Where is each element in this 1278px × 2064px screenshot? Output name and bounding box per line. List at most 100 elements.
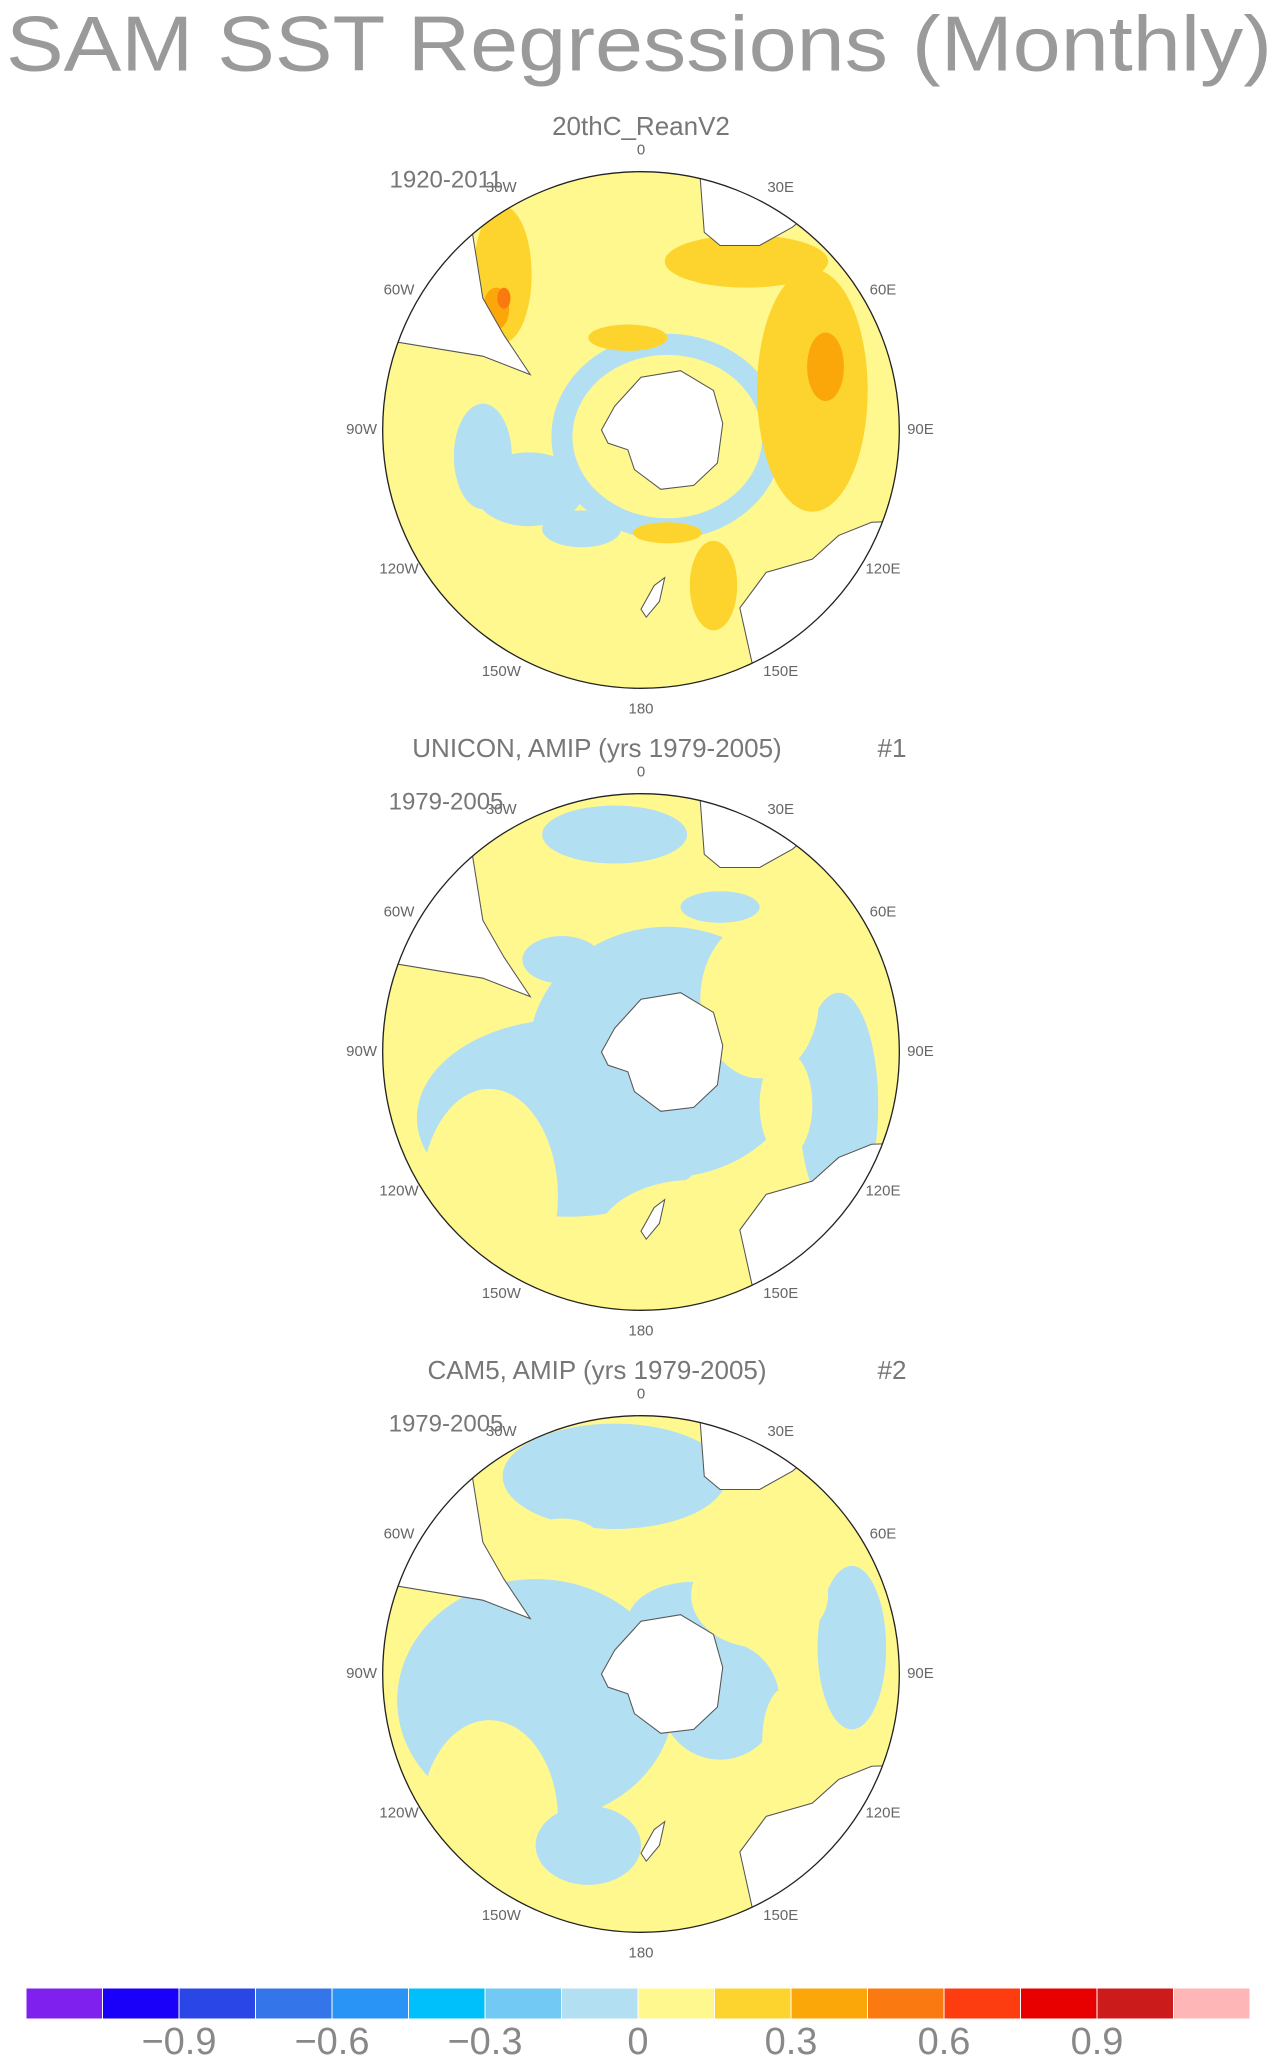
colorbar-label: −0.9 <box>141 2021 216 2063</box>
longitude-label: 180 <box>628 700 653 717</box>
longitude-label: 90W <box>346 1043 378 1060</box>
longitude-label: 60W <box>384 1525 416 1542</box>
colorbar-label: 0.3 <box>765 2021 818 2063</box>
field-region <box>691 1542 829 1648</box>
longitude-label: 150E <box>763 1285 798 1302</box>
longitude-label: 30W <box>486 179 518 196</box>
colorbar-label: −0.6 <box>294 2021 369 2063</box>
field-region <box>594 1179 793 1307</box>
colorbar-box <box>1096 1987 1174 2020</box>
colorbar-box <box>790 1987 868 2020</box>
longitude-label: 60W <box>384 281 416 298</box>
longitude-label: 120E <box>865 1183 900 1200</box>
land <box>600 370 724 490</box>
land <box>640 576 666 619</box>
map-border <box>382 1415 900 1933</box>
colorbar-box <box>102 1987 180 2020</box>
longitude-label: 60E <box>870 903 897 920</box>
longitude-label: 90E <box>907 1043 934 1060</box>
panel-period: 1979-2005 <box>389 1410 504 1437</box>
land <box>695 793 900 869</box>
panel-number: #2 <box>878 1355 907 1385</box>
longitude-label: 150W <box>482 1285 522 1302</box>
longitude-label: 120E <box>865 1805 900 1822</box>
colorbar-label: −0.3 <box>447 2021 522 2063</box>
field-region <box>689 540 738 631</box>
field-region <box>598 1832 763 1933</box>
longitude-label: 90E <box>907 1665 934 1682</box>
longitude-label: 30W <box>486 801 518 818</box>
colorbar-box <box>1020 1987 1098 2020</box>
field-region <box>664 234 829 288</box>
longitude-label: 90W <box>346 1665 378 1682</box>
panel-period: 1920-2011 <box>390 166 503 193</box>
colorbar-label: 0.9 <box>1071 2021 1124 2063</box>
longitude-label: 180 <box>628 1944 653 1961</box>
longitude-label: 150E <box>763 1907 798 1924</box>
field-region <box>497 287 511 309</box>
colorbar-box <box>178 1987 256 2020</box>
longitude-label: 90W <box>346 421 378 438</box>
land <box>695 171 900 247</box>
longitude-label: 120W <box>379 1805 419 1822</box>
colorbar-box <box>637 1987 715 2020</box>
field-region <box>759 1052 813 1158</box>
longitude-label: 60E <box>870 281 897 298</box>
panel-subtitle: UNICON, AMIP (yrs 1979-2005) <box>412 733 781 763</box>
map-panel <box>382 1415 900 1933</box>
longitude-label: 120W <box>379 1183 419 1200</box>
longitude-label: 120W <box>379 561 419 578</box>
panel-subtitle: CAM5, AMIP (yrs 1979-2005) <box>427 1355 766 1385</box>
field-region <box>762 1687 810 1793</box>
field-region <box>535 1805 641 1885</box>
longitude-label: 90E <box>907 421 934 438</box>
longitude-label: 30E <box>767 801 794 818</box>
longitude-label: 0 <box>637 142 645 159</box>
longitude-label: 150W <box>482 663 522 680</box>
colorbar-box <box>484 1987 562 2020</box>
longitude-label: 30E <box>767 179 794 196</box>
field-region <box>522 936 602 984</box>
field-region <box>633 522 702 544</box>
land <box>695 1415 900 1491</box>
colorbar-label: 0 <box>627 2021 648 2063</box>
field-region <box>522 1518 602 1566</box>
map-field <box>382 1415 900 1933</box>
longitude-label: 0 <box>637 1386 645 1403</box>
colorbar-box <box>408 1987 486 2020</box>
colorbar-box <box>714 1987 792 2020</box>
field-region <box>807 332 844 402</box>
map-border <box>382 171 900 689</box>
longitude-label: 150W <box>482 1907 522 1924</box>
panel-number: #1 <box>878 733 907 763</box>
field-region <box>700 920 819 1079</box>
field-region <box>453 403 512 510</box>
longitude-label: 30W <box>486 1423 518 1440</box>
land <box>600 992 724 1112</box>
land <box>640 1198 666 1241</box>
longitude-label: 180 <box>628 1322 653 1339</box>
longitude-label: 30E <box>767 1423 794 1440</box>
field-region <box>588 324 668 351</box>
field-region <box>522 880 655 934</box>
colorbar-box <box>331 1987 409 2020</box>
longitude-label: 120E <box>865 561 900 578</box>
colorbar-box <box>561 1987 639 2020</box>
panel-subtitle: 20thC_ReanV2 <box>552 111 730 141</box>
field-region <box>680 891 760 923</box>
field-region <box>817 1565 887 1730</box>
colorbar-label: 0.6 <box>918 2021 971 2063</box>
land <box>600 1614 724 1734</box>
map-panel <box>382 171 900 689</box>
field-region <box>502 1423 727 1530</box>
colorbar-box <box>943 1987 1021 2020</box>
colorbar-box <box>1173 1987 1251 2020</box>
colorbar-box <box>25 1987 103 2020</box>
field-region <box>420 1720 558 1918</box>
map-border <box>382 793 900 1311</box>
longitude-label: 60E <box>870 1525 897 1542</box>
colorbar-box <box>255 1987 333 2020</box>
field-region <box>420 1088 558 1306</box>
